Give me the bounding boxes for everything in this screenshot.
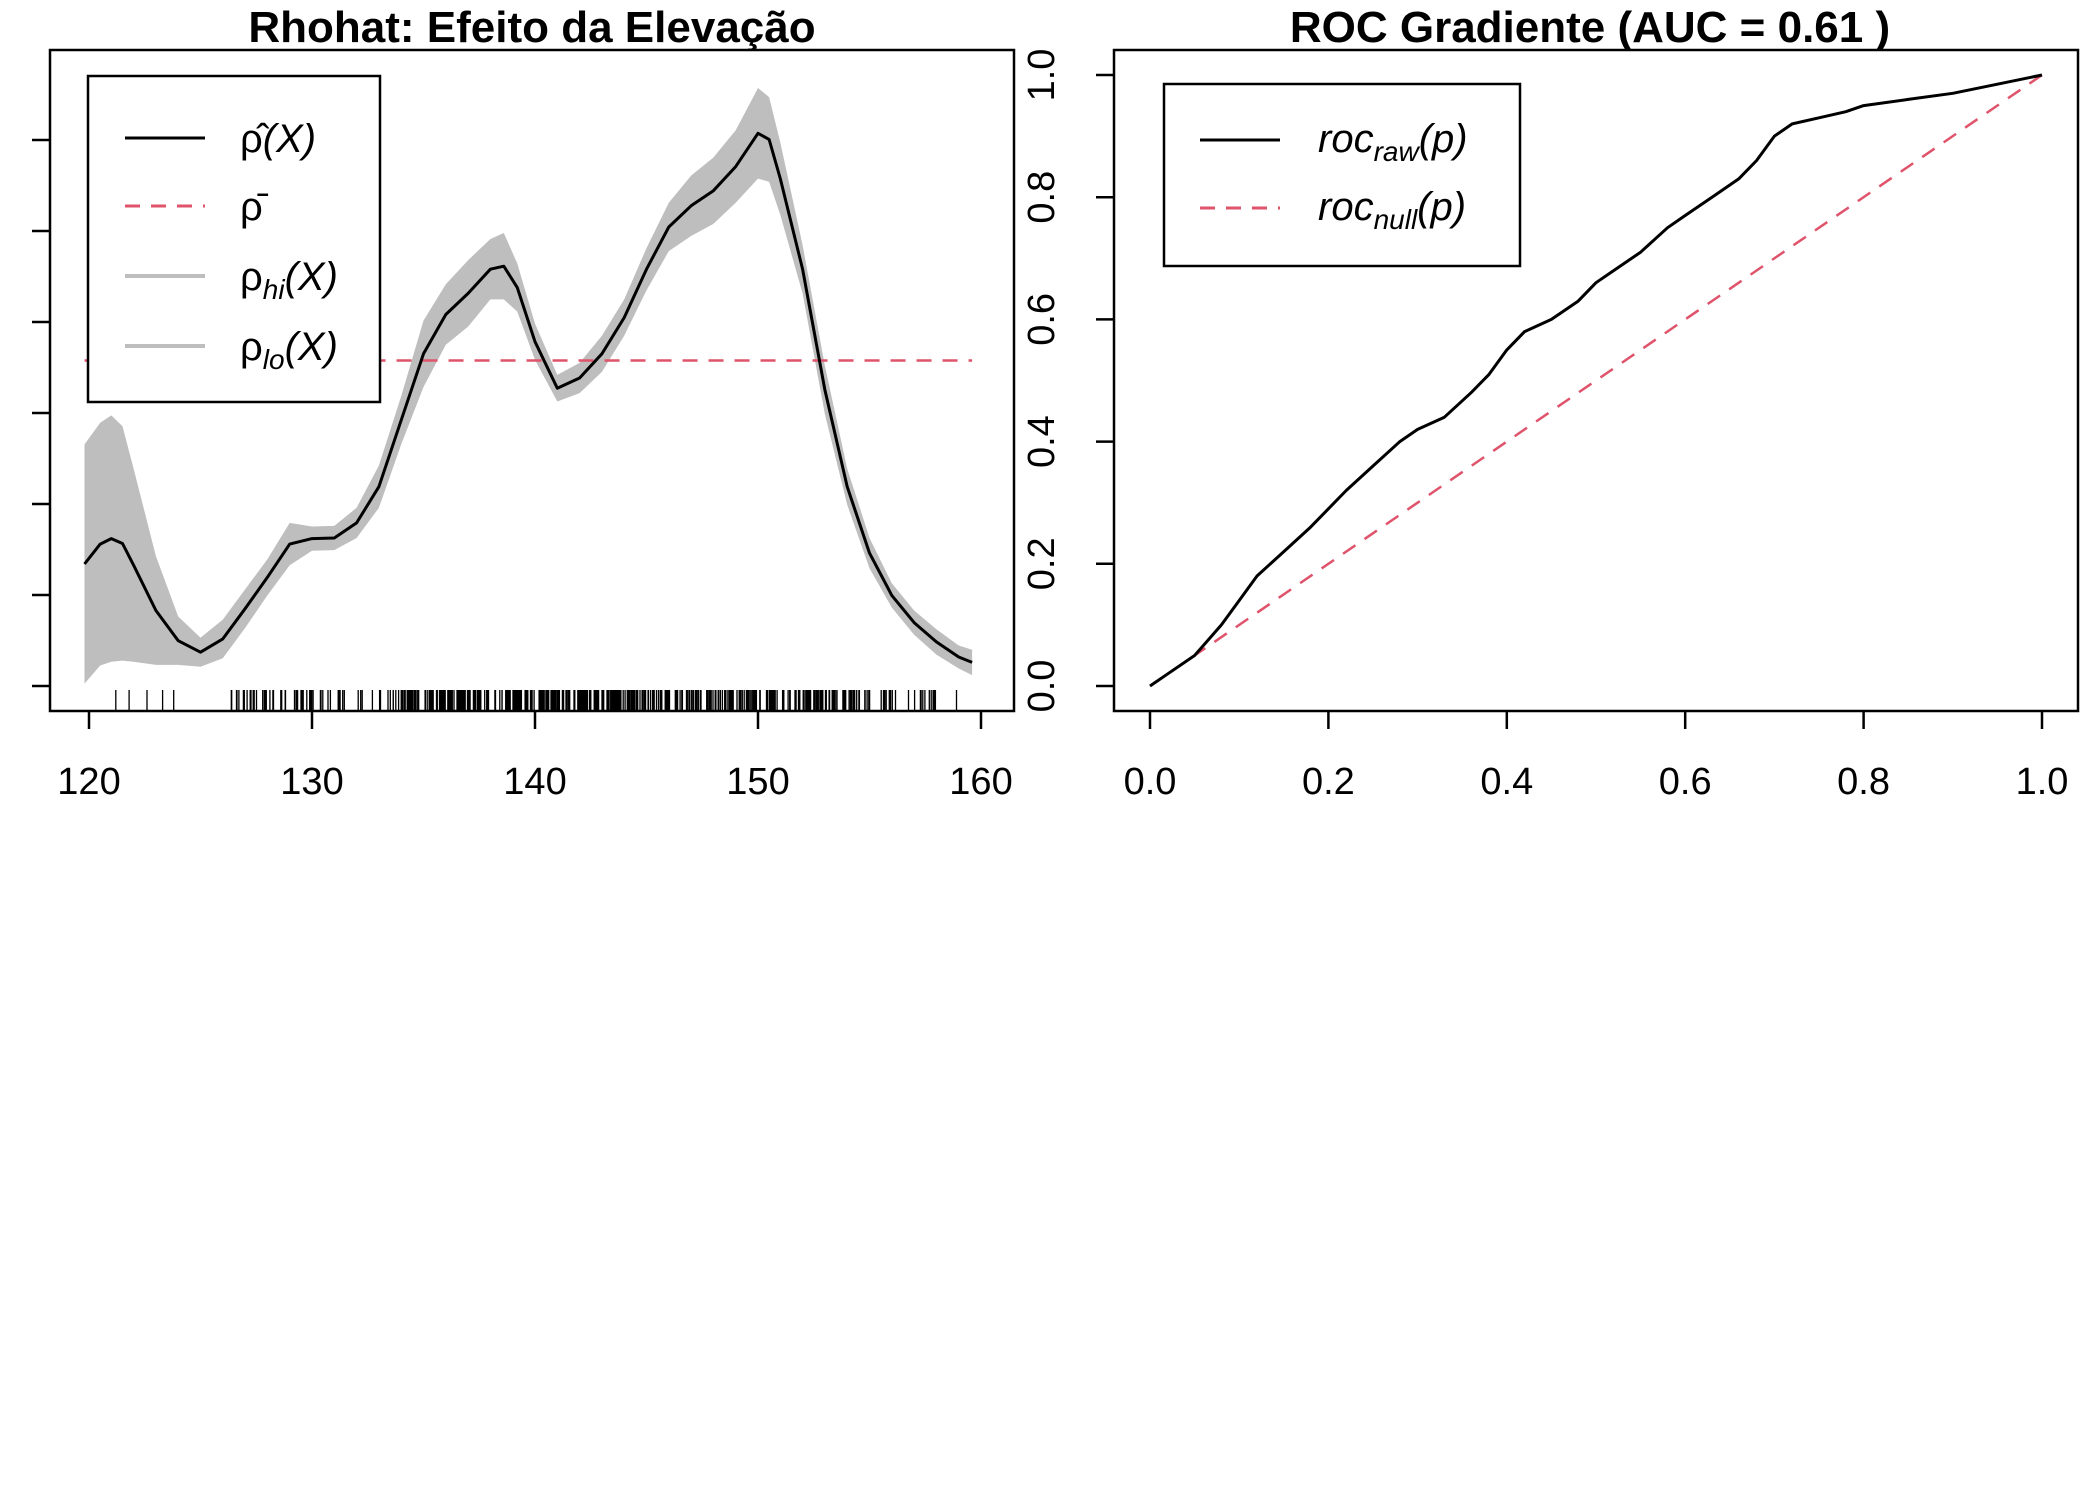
- x-tick-label: 130: [280, 761, 343, 803]
- y-tick-label: 0.8: [1021, 171, 1063, 224]
- x-tick-label: 0.0: [1124, 761, 1177, 803]
- legend-label-roc-null: rocnull(p): [1318, 185, 1466, 235]
- legend-box: [1162, 82, 1522, 268]
- x-tick-label: 0.2: [1302, 761, 1355, 803]
- x-tick-label: 150: [726, 761, 789, 803]
- legend: rocraw(p) rocnull(p): [1162, 82, 1522, 268]
- x-axis: 0.0 0.2 0.4 0.6 0.8 1.0: [1124, 711, 2069, 803]
- x-tick-label: 1.0: [2016, 761, 2069, 803]
- y-tick-label: 0.4: [1021, 415, 1063, 468]
- rhohat-line: [83, 131, 973, 664]
- roc-raw-curve: [1149, 73, 2043, 688]
- x-tick-label: 0.8: [1837, 761, 1890, 803]
- roc-panel: ROC Gradiente (AUC = 0.61 ) 0.0 0.2 0.4 0.6…: [1021, 3, 2080, 803]
- x-tick-label: 160: [949, 761, 1012, 803]
- y-tick-label: 0.0: [1021, 660, 1063, 713]
- x-tick-label: 120: [57, 761, 120, 803]
- plot-frame: [48, 48, 1016, 713]
- y-tick-label: 1.0: [1021, 49, 1063, 102]
- x-axis: 120 130 140 150 160: [57, 711, 1013, 803]
- y-tick-label: 0.6: [1021, 293, 1063, 346]
- roc-raw-line-path: [1149, 73, 2043, 688]
- x-tick-label: 0.4: [1480, 761, 1533, 803]
- legend-label-rho-hi: ρhi(X): [240, 255, 338, 305]
- legend-label-roc-raw: rocraw(p): [1318, 117, 1468, 167]
- rug-tick: [115, 690, 958, 711]
- plot-frame: [1112, 48, 2080, 713]
- legend-label-rhohat: ρ̂(X): [240, 117, 316, 161]
- rhohat-title: Rhohat: Efeito da Elevação: [248, 3, 815, 52]
- y-axis: 0.0 0.2 0.4 0.6 0.8 1.0: [1021, 49, 1114, 713]
- rhohat-panel: Rhohat: Efeito da Elevação 120 130 140 150 1…: [32, 3, 1016, 803]
- legend-label-rho-lo: ρlo(X): [240, 325, 338, 375]
- rhohat-curve: [83, 131, 973, 664]
- legend: ρ̂(X) ρ̄ ρhi(X) ρlo(X): [86, 74, 382, 404]
- band-area: [84, 88, 973, 684]
- roc-title: ROC Gradiente (AUC = 0.61 ): [1290, 3, 1890, 52]
- confidence-band: [84, 88, 973, 684]
- rug-marks: [115, 690, 958, 711]
- x-tick-label: 0.6: [1659, 761, 1712, 803]
- y-tick-label: 0.2: [1021, 537, 1063, 590]
- x-tick-label: 140: [503, 761, 566, 803]
- y-axis: [32, 138, 50, 688]
